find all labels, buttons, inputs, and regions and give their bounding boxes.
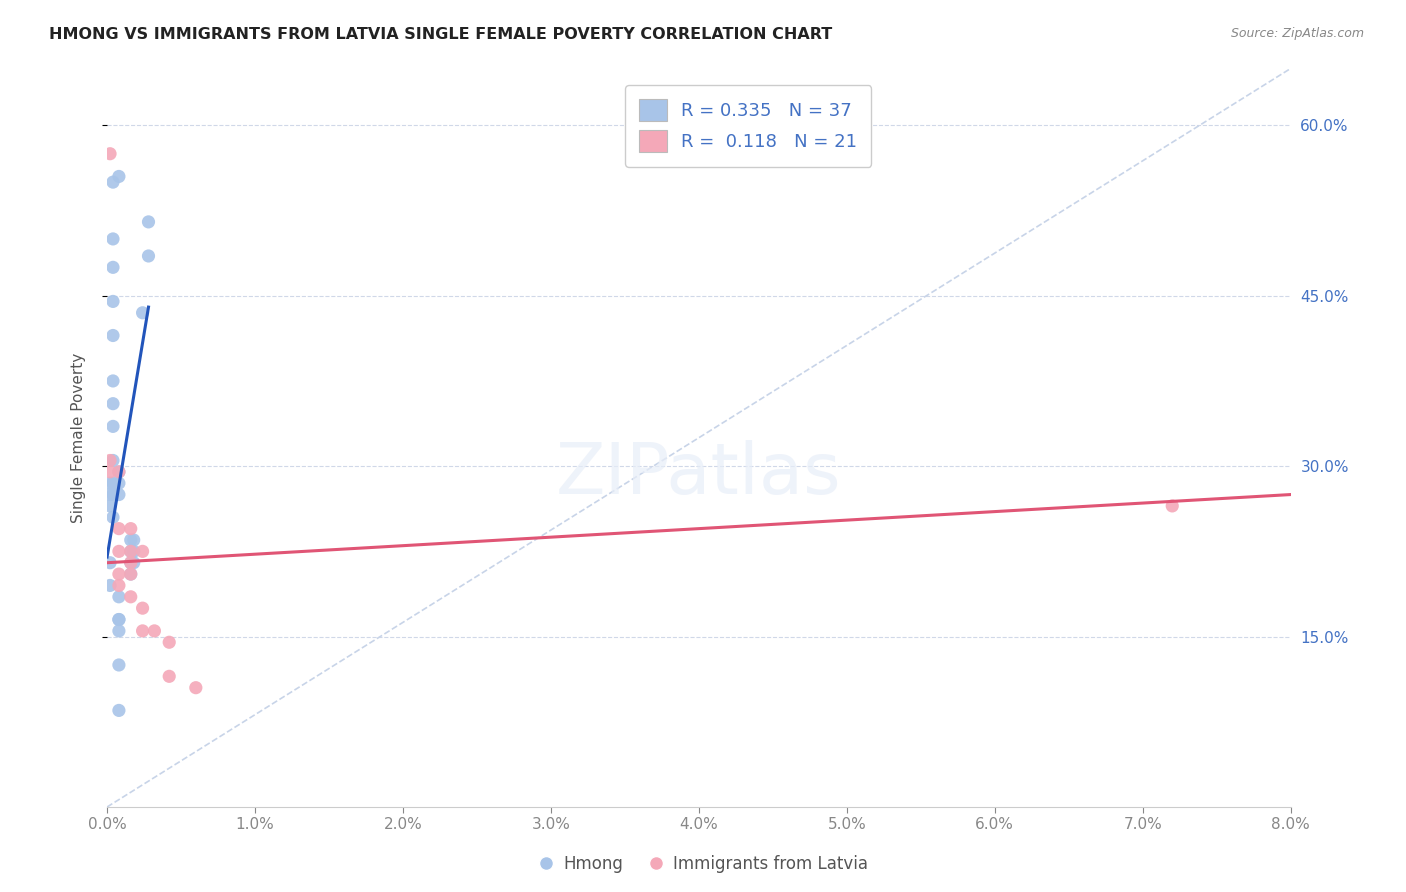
Point <box>131 601 153 615</box>
Point <box>108 465 131 479</box>
Point <box>98 487 121 501</box>
Point <box>108 613 131 627</box>
Point <box>101 175 124 189</box>
Point <box>120 556 142 570</box>
Text: Source: ZipAtlas.com: Source: ZipAtlas.com <box>1230 27 1364 40</box>
Point <box>101 510 124 524</box>
Point <box>122 544 145 558</box>
Point <box>122 533 145 547</box>
Point <box>101 260 124 275</box>
Legend: Hmong, Immigrants from Latvia: Hmong, Immigrants from Latvia <box>531 848 875 880</box>
Point <box>101 328 124 343</box>
Point <box>120 544 142 558</box>
Point <box>101 453 124 467</box>
Point <box>108 487 131 501</box>
Point <box>98 453 121 467</box>
Point <box>101 374 124 388</box>
Point <box>131 624 153 638</box>
Point <box>108 567 131 582</box>
Point <box>131 544 153 558</box>
Point <box>108 476 131 491</box>
Point <box>138 215 160 229</box>
Point <box>101 476 124 491</box>
Point <box>108 578 131 592</box>
Point <box>98 499 121 513</box>
Point <box>98 146 121 161</box>
Point <box>101 294 124 309</box>
Point <box>120 590 142 604</box>
Point <box>108 703 131 717</box>
Point <box>120 556 142 570</box>
Point <box>131 306 153 320</box>
Point <box>157 669 180 683</box>
Point <box>101 419 124 434</box>
Point <box>98 578 121 592</box>
Point <box>98 476 121 491</box>
Point <box>108 544 131 558</box>
Point <box>108 657 131 672</box>
Point <box>120 533 142 547</box>
Point <box>120 567 142 582</box>
Point <box>120 544 142 558</box>
Legend: R = 0.335   N = 37, R =  0.118   N = 21: R = 0.335 N = 37, R = 0.118 N = 21 <box>626 85 872 167</box>
Point <box>120 522 142 536</box>
Point <box>157 635 180 649</box>
Point <box>138 249 160 263</box>
Point <box>143 624 166 638</box>
Point <box>120 567 142 582</box>
Point <box>101 487 124 501</box>
Point <box>101 232 124 246</box>
Point <box>108 613 131 627</box>
Point <box>108 169 131 184</box>
Text: HMONG VS IMMIGRANTS FROM LATVIA SINGLE FEMALE POVERTY CORRELATION CHART: HMONG VS IMMIGRANTS FROM LATVIA SINGLE F… <box>49 27 832 42</box>
Point <box>108 465 131 479</box>
Text: ZIPatlas: ZIPatlas <box>555 440 842 509</box>
Point <box>184 681 207 695</box>
Point <box>108 522 131 536</box>
Point <box>108 590 131 604</box>
Point <box>98 556 121 570</box>
Point <box>98 465 121 479</box>
Y-axis label: Single Female Poverty: Single Female Poverty <box>72 352 86 523</box>
Point <box>101 397 124 411</box>
Point <box>122 556 145 570</box>
Point <box>108 624 131 638</box>
Point <box>1161 499 1184 513</box>
